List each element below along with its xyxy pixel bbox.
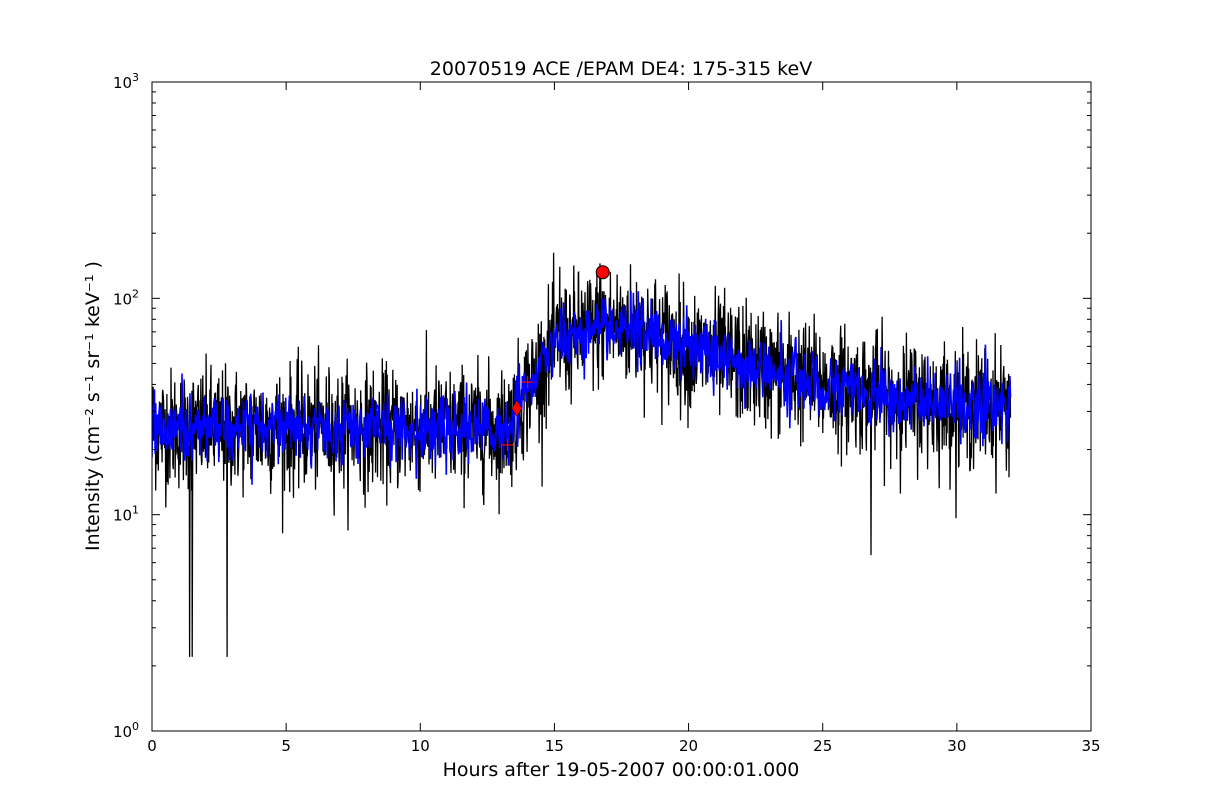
y-tick-label: 103 <box>113 71 139 92</box>
chart-title: 20070519 ACE /EPAM DE4: 175-315 keV <box>430 58 812 80</box>
onset-marker-diamond <box>511 399 523 417</box>
x-tick-label: 0 <box>147 737 157 755</box>
tick-layer: 0 5 10 15 20 25 30 35 100 101 102 103 <box>113 71 1101 755</box>
data-layer <box>152 252 1012 657</box>
x-tick-label: 5 <box>281 737 291 755</box>
y-axis-label: Intensity (cm⁻² s⁻¹ sr⁻¹ keV⁻¹ ) <box>82 261 104 551</box>
plot-area: 0 5 10 15 20 25 30 35 100 101 102 103 <box>113 71 1101 755</box>
x-axis-label: Hours after 19-05-2007 00:00:01.000 <box>443 759 800 781</box>
smoothed-intensity-line <box>152 290 1012 485</box>
x-tick-label: 25 <box>813 737 832 755</box>
plot-frame <box>151 81 1092 732</box>
plus-marker-3 <box>521 376 534 389</box>
y-tick-label: 102 <box>113 287 139 308</box>
y-tick-label: 100 <box>113 720 139 741</box>
x-tick-label: 35 <box>1081 737 1100 755</box>
x-tick-label: 10 <box>411 737 430 755</box>
x-tick-label: 30 <box>947 737 966 755</box>
peak-marker-circle <box>595 265 610 280</box>
plus-marker-2 <box>501 438 514 451</box>
y-tick-label: 101 <box>113 504 139 525</box>
x-tick-label: 20 <box>679 737 698 755</box>
x-tick-label: 15 <box>545 737 564 755</box>
